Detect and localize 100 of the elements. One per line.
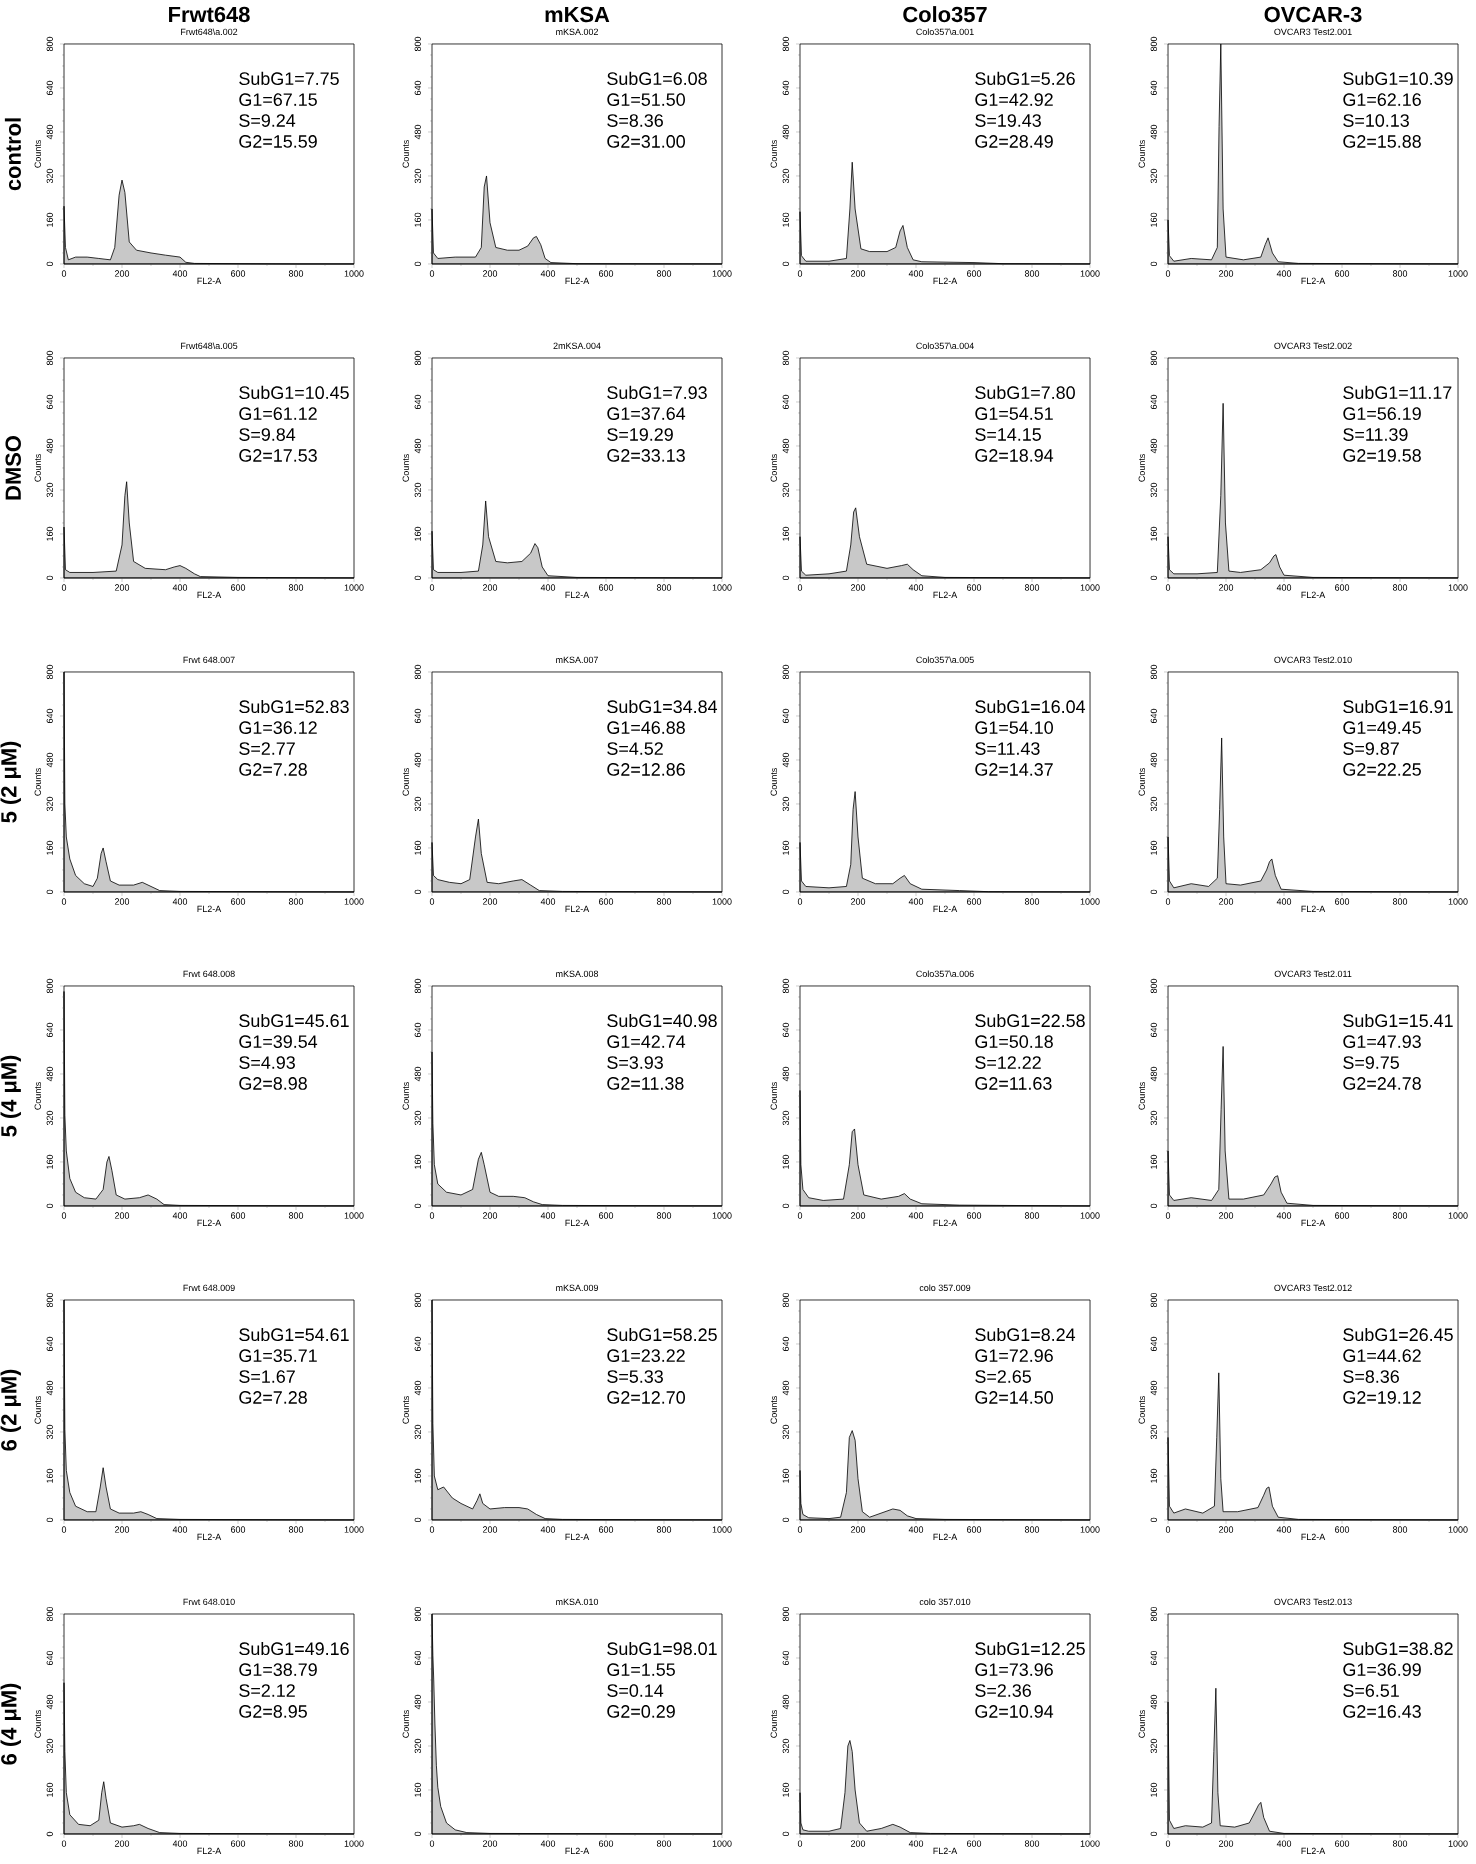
annotation: S=8.36 (1343, 1370, 1399, 1383)
annotation: G1=35.71 (239, 1349, 317, 1362)
annotation: G2=19.12 (1343, 1391, 1421, 1404)
annotation: SubG1=7.93 (607, 385, 707, 400)
annotation: G2=17.53 (239, 449, 317, 462)
annotation: S=9.24 (239, 114, 296, 127)
annotation: G1=37.64 (607, 407, 686, 420)
annotation: S=0.14 (607, 1684, 664, 1697)
annotation: S=4.93 (239, 1056, 295, 1069)
annotation: SubG1=49.16 (239, 1641, 349, 1656)
annotation: S=2.65 (975, 1370, 1031, 1383)
annotation: G1=1.55 (607, 1663, 675, 1676)
annotation: G2=10.94 (975, 1705, 1054, 1718)
annotation: G1=44.62 (1343, 1349, 1421, 1362)
annotation: S=4.52 (607, 742, 663, 755)
annotation: SubG1=58.25 (607, 1327, 717, 1342)
annotation: S=11.43 (975, 742, 1040, 755)
annotation: SubG1=26.45 (1343, 1327, 1453, 1342)
annotation: G2=31.00 (607, 135, 685, 148)
annotation: S=19.29 (607, 428, 673, 441)
annotation: G2=19.58 (1343, 449, 1421, 462)
annotation: SubG1=45.61 (239, 1013, 349, 1028)
annotation: S=2.77 (239, 742, 295, 755)
annotation: SubG1=22.58 (975, 1013, 1085, 1028)
annotation: G2=11.38 (607, 1077, 684, 1090)
annotation: SubG1=10.45 (239, 385, 349, 400)
annotation: S=19.43 (975, 114, 1041, 127)
annotation: S=10.13 (1343, 114, 1409, 127)
annotation: SubG1=5.26 (975, 71, 1075, 86)
annotation: G2=0.29 (607, 1705, 675, 1718)
annotation: G2=8.98 (239, 1077, 307, 1090)
annotation: SubG1=54.61 (239, 1327, 349, 1342)
annotation: G2=33.13 (607, 449, 685, 462)
annotation: G2=24.78 (1343, 1077, 1421, 1090)
annotation: G1=36.12 (239, 721, 317, 734)
annotation: G2=7.28 (239, 1391, 307, 1404)
annotation: G2=22.25 (1343, 763, 1421, 776)
annotation: G2=14.50 (975, 1391, 1053, 1404)
annotation: S=9.84 (239, 428, 296, 441)
annotation: SubG1=34.84 (607, 699, 718, 714)
annotation: SubG1=12.25 (975, 1641, 1085, 1656)
annotation: SubG1=40.98 (607, 1013, 717, 1028)
annotation: G1=36.99 (1343, 1663, 1421, 1676)
annotation: S=2.12 (239, 1684, 295, 1697)
annotation: SubG1=52.83 (239, 699, 349, 714)
annotation: G1=39.54 (239, 1035, 318, 1048)
annotation: G2=8.95 (239, 1705, 307, 1718)
text: 6 (2 μM) (0, 1369, 21, 1451)
annotation: G1=72.96 (975, 1349, 1053, 1362)
annotation: G1=42.92 (975, 93, 1053, 106)
annotation: S=9.75 (1343, 1056, 1399, 1069)
text: DMSO (5, 436, 21, 500)
text: control (4, 118, 21, 191)
annotation: G2=18.94 (975, 449, 1054, 462)
annotation: S=5.33 (607, 1370, 663, 1383)
annotation: G1=51.50 (607, 93, 685, 106)
annotation: G1=42.74 (607, 1035, 686, 1048)
annotation: G2=12.86 (607, 763, 685, 776)
text: Frwt648 (169, 6, 250, 23)
annotation: G1=54.10 (975, 721, 1053, 734)
annotation: G2=16.43 (1343, 1705, 1421, 1718)
annotation: G1=50.18 (975, 1035, 1053, 1048)
annotation: G1=49.45 (1343, 721, 1421, 734)
annotation: G1=38.79 (239, 1663, 317, 1676)
annotation: G2=28.49 (975, 135, 1053, 148)
annotation: G1=54.51 (975, 407, 1053, 420)
annotation: G2=11.63 (975, 1077, 1052, 1090)
annotation: G2=15.59 (239, 135, 317, 148)
annotation: SubG1=7.75 (239, 71, 339, 86)
text: OVCAR-3 (1264, 6, 1362, 23)
annotation: G2=15.88 (1343, 135, 1421, 148)
annotation: G1=67.15 (239, 93, 317, 106)
annotation: S=3.93 (607, 1056, 663, 1069)
annotation: G1=47.93 (1343, 1035, 1421, 1048)
annotation: SubG1=38.82 (1343, 1641, 1453, 1656)
annotation: S=11.39 (1343, 428, 1408, 441)
annotation: SubG1=8.24 (975, 1327, 1076, 1342)
annotation: SubG1=15.41 (1343, 1013, 1453, 1028)
annotation: G1=73.96 (975, 1663, 1053, 1676)
annotation: SubG1=98.01 (607, 1641, 717, 1656)
annotation: G1=62.16 (1343, 93, 1421, 106)
text: 5 (2 μM) (0, 741, 21, 823)
annotation: G2=7.28 (239, 763, 307, 776)
annotation: S=12.22 (975, 1056, 1041, 1069)
annotation: SubG1=10.39 (1343, 71, 1453, 86)
annotation: S=2.36 (975, 1684, 1031, 1697)
annotation: SubG1=11.17 (1343, 385, 1452, 400)
text: 5 (4 μM) (0, 1055, 21, 1137)
annotation: SubG1=7.80 (975, 385, 1075, 400)
annotation: S=9.87 (1343, 742, 1399, 755)
annotation: G2=12.70 (607, 1391, 685, 1404)
annotation: S=14.15 (975, 428, 1041, 441)
annotation: S=1.67 (239, 1370, 295, 1383)
annotation: G1=61.12 (239, 407, 317, 420)
annotation: G1=23.22 (607, 1349, 685, 1362)
annotation: S=6.51 (1343, 1684, 1399, 1697)
text: 6 (4 μM) (0, 1683, 21, 1765)
annotation: SubG1=16.04 (975, 699, 1086, 714)
annotation: G2=14.37 (975, 763, 1053, 776)
annotation: G1=56.19 (1343, 407, 1421, 420)
